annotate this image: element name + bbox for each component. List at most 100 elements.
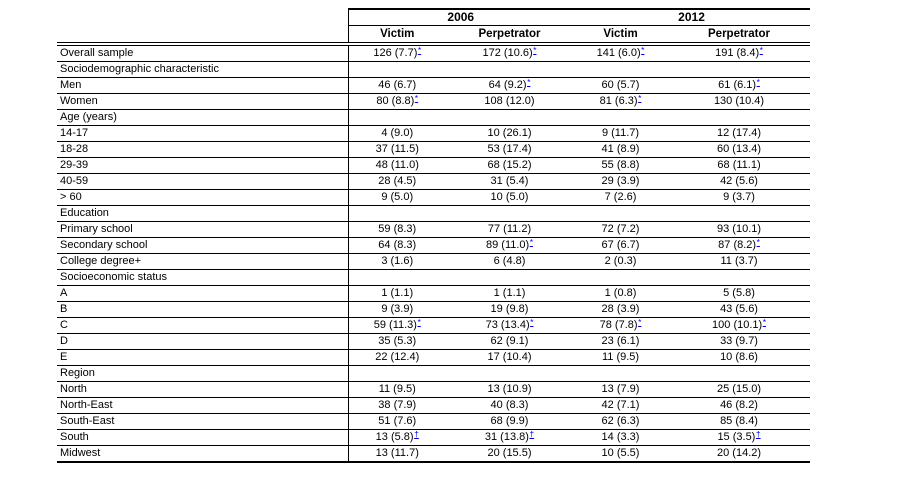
value-cell: 64 (9.2)* — [446, 77, 574, 94]
value-cell: 93 (10.1) — [668, 221, 811, 238]
value-cell: 40 (8.3) — [446, 397, 574, 414]
row-label: Age (years) — [57, 109, 349, 126]
cell-value: 1 (0.8) — [604, 287, 637, 299]
row-label: South-East — [57, 413, 349, 430]
row-label: D — [57, 333, 349, 350]
row-label: Overall sample — [57, 44, 349, 62]
cell-value: 77 (11.2) — [487, 223, 532, 235]
asterisk-footnote-link[interactable]: * — [762, 317, 766, 327]
cell-value: 4 (9.0) — [381, 127, 414, 139]
cell-value: 172 (10.6) — [482, 47, 533, 59]
asterisk-footnote-link[interactable]: * — [529, 237, 534, 247]
dagger-footnote-link[interactable]: † — [529, 429, 535, 439]
empty-section-cell — [348, 205, 811, 222]
cell-value: 1 (1.1) — [493, 287, 526, 299]
cell-value: 28 (4.5) — [378, 175, 417, 187]
row-label: 29-39 — [57, 157, 349, 174]
asterisk-footnote-link[interactable]: * — [414, 93, 419, 103]
asterisk-footnote-link[interactable]: * — [638, 317, 642, 327]
data-row: North-East 38 (7.9) 40 (8.3) 42 (7.1) 46 (8.… — [57, 397, 811, 414]
asterisk-footnote-link[interactable]: * — [417, 45, 422, 55]
row-label: Socioeconomic status — [57, 269, 349, 286]
dagger-footnote-link[interactable]: † — [755, 429, 761, 439]
value-cell: 89 (11.0)* — [446, 237, 574, 254]
value-cell: 14 (3.3) — [573, 429, 669, 446]
value-cell: 31 (5.4) — [446, 173, 574, 190]
row-label: Women — [57, 93, 349, 110]
data-row: B 9 (3.9) 19 (9.8) 28 (3.9) 43 (5.6) — [57, 301, 811, 318]
asterisk-footnote-link[interactable]: * — [641, 45, 645, 55]
value-cell: 46 (8.2) — [668, 397, 811, 414]
cell-value: 68 (9.9) — [490, 415, 529, 427]
data-row: North 11 (9.5) 13 (10.9) 13 (7.9) 25 (15.0) — [57, 381, 811, 398]
value-cell: 68 (15.2) — [446, 157, 574, 174]
section-header-row: Region — [57, 365, 811, 382]
cell-value: 68 (15.2) — [487, 159, 532, 171]
row-label: Midwest — [57, 445, 349, 463]
cell-value: 9 (3.7) — [723, 191, 755, 203]
asterisk-footnote-link[interactable]: * — [756, 77, 760, 87]
value-cell: 46 (6.7) — [348, 77, 446, 94]
data-row: > 60 9 (5.0) 10 (5.0) 7 (2.6) 9 (3.7) — [57, 189, 811, 206]
cell-value: 64 (8.3) — [378, 239, 417, 251]
cell-value: 62 (9.1) — [490, 335, 529, 347]
value-cell: 141 (6.0)* — [573, 44, 669, 62]
value-cell: 10 (8.6) — [668, 349, 811, 366]
value-cell: 48 (11.0) — [348, 157, 446, 174]
data-row: Primary school 59 (8.3) 77 (11.2) 72 (7.2) 9… — [57, 221, 811, 238]
value-cell: 2 (0.3) — [573, 253, 669, 270]
cell-value: 11 (3.7) — [720, 255, 758, 267]
table-container: 2006 2012 Victim Perpetrator Victim Perp… — [57, 8, 811, 463]
asterisk-footnote-link[interactable]: * — [530, 317, 534, 327]
value-cell: 35 (5.3) — [348, 333, 446, 350]
cell-value: 80 (8.8) — [376, 95, 415, 107]
asterisk-footnote-link[interactable]: * — [417, 317, 421, 327]
asterisk-footnote-link[interactable]: * — [533, 45, 537, 55]
value-cell: 43 (5.6) — [668, 301, 811, 318]
value-cell: 13 (10.9) — [446, 381, 574, 398]
value-cell: 1 (1.1) — [348, 285, 446, 302]
year-header-row: 2006 2012 — [57, 8, 811, 46]
data-row: South 13 (5.8)† 31 (13.8)† 14 (3.3) 15 (3.5)… — [57, 429, 811, 446]
value-cell: 12 (17.4) — [668, 125, 811, 142]
value-cell: 85 (8.4) — [668, 413, 811, 430]
cell-value: 191 (8.4) — [715, 47, 760, 59]
value-cell: 53 (17.4) — [446, 141, 574, 158]
value-cell: 9 (3.9) — [348, 301, 446, 318]
data-row: 29-39 48 (11.0) 68 (15.2) 55 (8.8) 68 (11.1) — [57, 157, 811, 174]
cell-value: 10 (26.1) — [487, 127, 532, 139]
cell-value: 23 (6.1) — [601, 335, 640, 347]
table-header: 2006 2012 Victim Perpetrator Victim Perp… — [57, 8, 811, 46]
row-label: South — [57, 429, 349, 446]
asterisk-footnote-link[interactable]: * — [759, 45, 763, 55]
asterisk-footnote-link[interactable]: * — [527, 77, 531, 87]
row-label: 40-59 — [57, 173, 349, 190]
row-label: 14-17 — [57, 125, 349, 142]
perpetrator-2006-header: Perpetrator — [446, 25, 574, 46]
cell-value: 41 (8.9) — [601, 143, 640, 155]
value-cell: 4 (9.0) — [348, 125, 446, 142]
value-cell: 6 (4.8) — [446, 253, 574, 270]
row-label: Sociodemographic characteristic — [57, 61, 349, 78]
asterisk-footnote-link[interactable]: * — [756, 237, 760, 247]
dagger-footnote-link[interactable]: † — [414, 429, 419, 439]
cell-value: 19 (9.8) — [490, 303, 529, 315]
cell-value: 78 (7.8) — [599, 319, 638, 331]
cell-value: 31 (5.4) — [490, 175, 529, 187]
asterisk-footnote-link[interactable]: * — [638, 93, 642, 103]
value-cell: 191 (8.4)* — [668, 44, 811, 62]
value-cell: 11 (9.5) — [573, 349, 669, 366]
perpetrator-2012-header: Perpetrator — [668, 25, 811, 46]
cell-value: 46 (6.7) — [378, 79, 417, 91]
cell-value: 9 (11.7) — [601, 127, 640, 139]
cell-value: 25 (15.0) — [717, 383, 762, 395]
section-header-row: Education — [57, 205, 811, 222]
value-cell: 31 (13.8)† — [446, 429, 574, 446]
cell-value: 51 (7.6) — [378, 415, 417, 427]
section-header-row: Age (years) — [57, 109, 811, 126]
value-cell: 23 (6.1) — [573, 333, 669, 350]
cell-value: 9 (5.0) — [381, 191, 414, 203]
value-cell: 130 (10.4) — [668, 93, 811, 110]
cell-value: 13 (10.9) — [487, 383, 532, 395]
value-cell: 37 (11.5) — [348, 141, 446, 158]
